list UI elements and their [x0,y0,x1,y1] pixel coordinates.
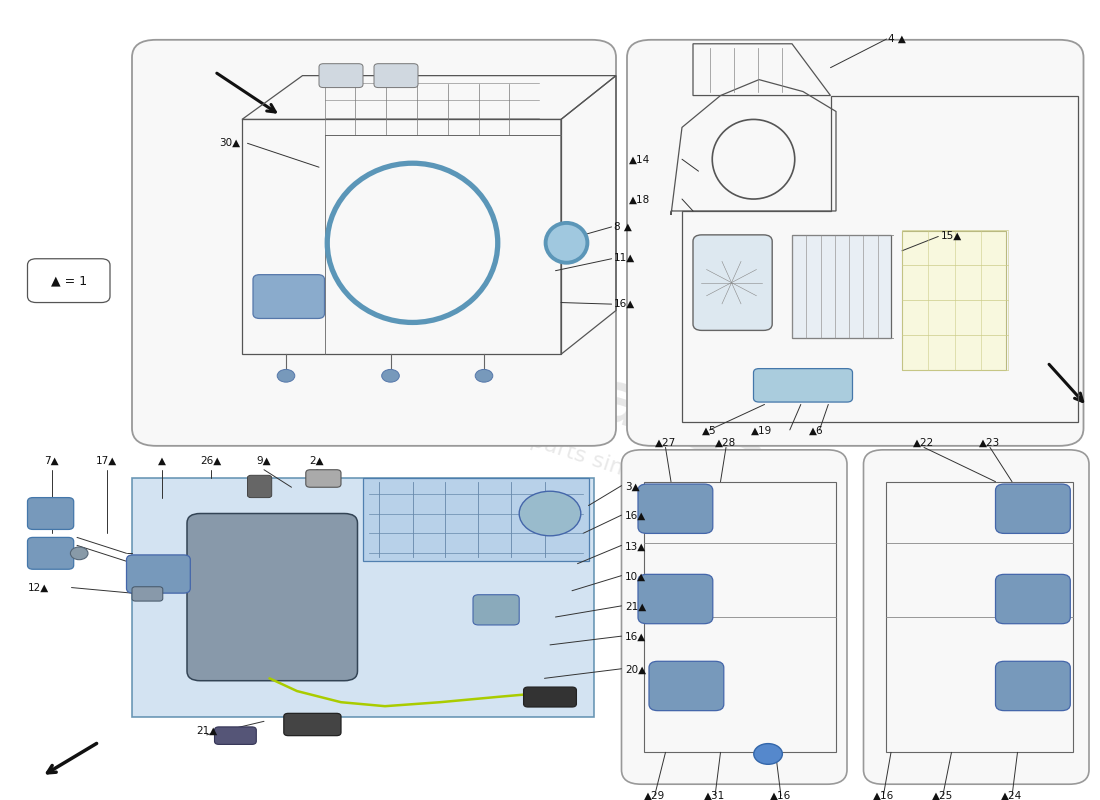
Text: ▲ = 1: ▲ = 1 [51,274,87,287]
Text: 26▲: 26▲ [200,456,222,466]
FancyBboxPatch shape [649,662,724,710]
FancyBboxPatch shape [621,450,847,784]
FancyBboxPatch shape [473,594,519,625]
Text: 16▲: 16▲ [625,511,646,521]
FancyBboxPatch shape [187,514,358,681]
Polygon shape [132,478,594,717]
Text: 3▲: 3▲ [625,482,639,492]
Text: 21▲: 21▲ [625,602,646,612]
Text: ▲25: ▲25 [932,790,954,800]
FancyBboxPatch shape [319,64,363,87]
Text: 20▲: 20▲ [625,665,646,674]
Text: 10▲: 10▲ [625,571,646,582]
FancyBboxPatch shape [306,470,341,487]
Ellipse shape [546,223,587,262]
FancyBboxPatch shape [996,662,1070,710]
Text: 12▲: 12▲ [28,582,48,593]
Text: ▲16: ▲16 [872,790,894,800]
FancyBboxPatch shape [627,40,1084,446]
Text: ▲19: ▲19 [750,426,772,436]
Circle shape [382,370,399,382]
Text: 30▲: 30▲ [219,138,240,148]
FancyBboxPatch shape [28,538,74,570]
FancyBboxPatch shape [126,555,190,593]
Text: ▲31: ▲31 [704,790,726,800]
Text: ▲5: ▲5 [702,426,717,436]
Text: 7▲: 7▲ [44,456,59,466]
Circle shape [277,370,295,382]
Text: 13▲: 13▲ [625,542,646,551]
FancyBboxPatch shape [28,258,110,302]
Text: 21▲: 21▲ [196,726,218,736]
Text: ▲: ▲ [157,456,166,466]
Text: ▲27: ▲27 [654,438,676,448]
Text: after market parts since 1988: after market parts since 1988 [389,385,711,506]
Circle shape [754,744,782,764]
Circle shape [475,370,493,382]
Circle shape [70,547,88,560]
Text: ▲18: ▲18 [629,195,650,205]
Text: 11▲: 11▲ [614,253,635,263]
FancyBboxPatch shape [284,714,341,736]
FancyBboxPatch shape [638,484,713,534]
FancyBboxPatch shape [902,231,1007,370]
Circle shape [519,491,581,536]
Text: ▲14: ▲14 [629,155,650,166]
FancyBboxPatch shape [374,64,418,87]
FancyBboxPatch shape [693,235,772,330]
Text: 17▲: 17▲ [96,456,118,466]
Text: ▲6: ▲6 [808,426,824,436]
FancyBboxPatch shape [28,498,74,530]
FancyBboxPatch shape [638,574,713,624]
FancyBboxPatch shape [864,450,1089,784]
Text: ▲24: ▲24 [1001,790,1023,800]
FancyBboxPatch shape [996,574,1070,624]
Text: 16▲: 16▲ [625,632,646,642]
Polygon shape [363,478,588,562]
FancyBboxPatch shape [214,727,256,745]
Text: ▲16: ▲16 [770,790,792,800]
FancyBboxPatch shape [253,274,324,318]
Text: 2▲: 2▲ [309,456,324,466]
Text: ▲22: ▲22 [913,438,935,448]
FancyBboxPatch shape [792,235,891,338]
FancyBboxPatch shape [132,40,616,446]
Text: 8 ▲: 8 ▲ [614,222,631,231]
Text: eurospares: eurospares [322,278,778,486]
FancyBboxPatch shape [754,369,853,402]
Text: 15▲: 15▲ [940,231,961,241]
Text: ▲28: ▲28 [715,438,737,448]
Text: ▲29: ▲29 [644,790,666,800]
FancyBboxPatch shape [132,586,163,601]
FancyBboxPatch shape [996,484,1070,534]
FancyBboxPatch shape [524,687,576,707]
Text: ▲23: ▲23 [979,438,1001,448]
FancyBboxPatch shape [248,475,272,498]
Text: 9▲: 9▲ [256,456,272,466]
Text: 16▲: 16▲ [614,298,635,309]
Text: 4 ▲: 4 ▲ [888,34,905,43]
